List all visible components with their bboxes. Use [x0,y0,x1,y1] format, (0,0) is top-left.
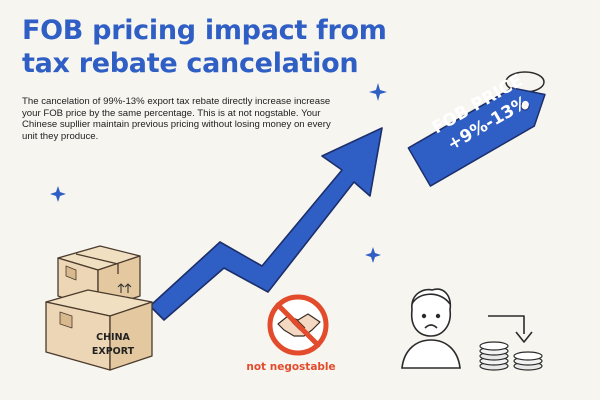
description-text: The cancelation of 99%-13% export tax re… [22,96,331,142]
box-label: CHINA EXPORT [78,331,148,359]
sad-person-icon [401,288,461,369]
coin-stack-icon [513,351,543,371]
box-label-line1: CHINA [96,332,130,343]
cardboard-box-icon [45,245,153,371]
turn-down-arrow-icon [488,315,533,343]
sparkle-icon [369,83,387,101]
page-title: FOB pricing impact from tax rebate cance… [22,15,387,79]
no-handshake-icon [267,294,329,356]
coin-stack-icon [479,341,509,371]
rising-arrow-icon [149,127,383,321]
price-tag-icon [407,71,546,187]
not-negotiable-label: not negostable [246,361,336,373]
box-label-line2: EXPORT [91,346,135,357]
sparkle-icon [50,186,66,202]
sparkle-icon [365,247,381,263]
